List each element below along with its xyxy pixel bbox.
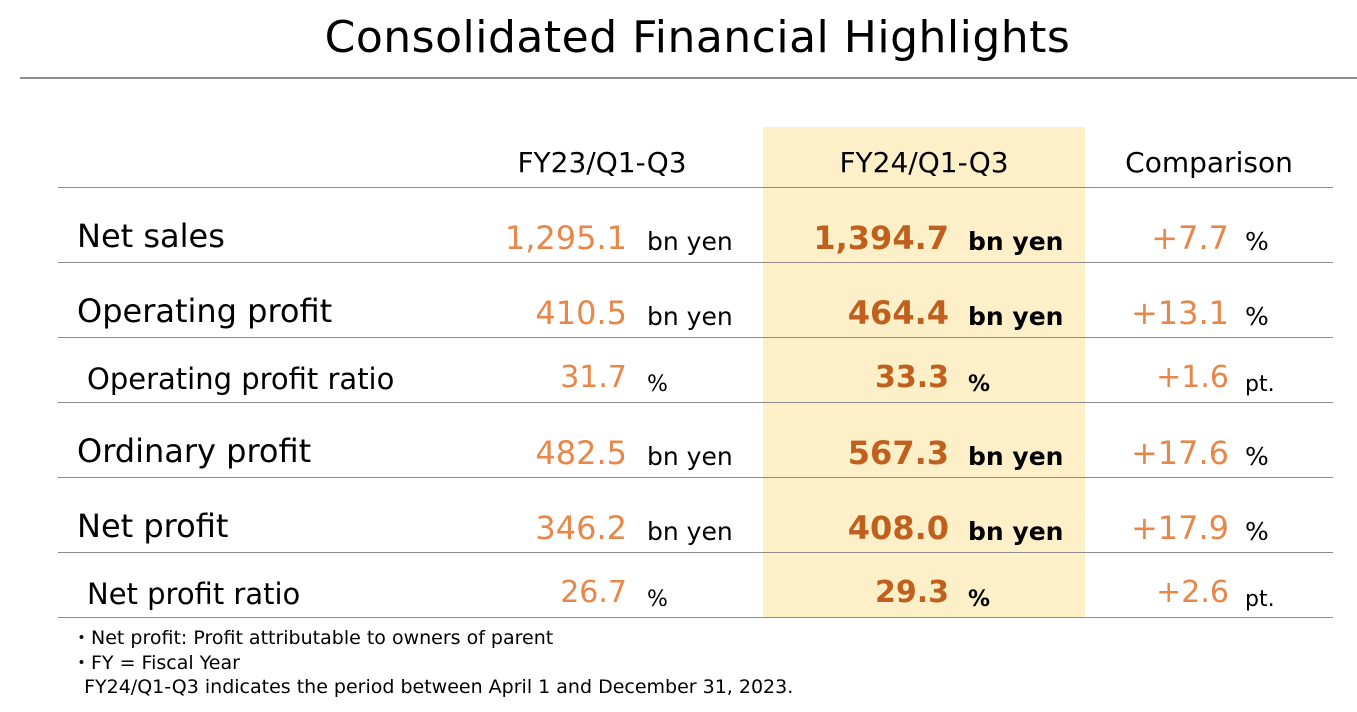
row-label: Operating profit	[77, 292, 333, 330]
fy24-value: 408.0	[847, 509, 949, 547]
fy24-unit: bn yen	[968, 442, 1064, 471]
comparison-value: +17.9	[1130, 509, 1229, 547]
comparison-value: +17.6	[1130, 434, 1229, 472]
comparison-value: +13.1	[1130, 294, 1229, 332]
title-divider	[20, 77, 1357, 79]
fy23-unit: bn yen	[647, 442, 733, 471]
fy23-unit: bn yen	[647, 517, 733, 546]
comparison-unit: %	[1245, 227, 1269, 256]
row-label: Operating profit ratio	[87, 362, 395, 396]
fy24-highlight-column	[763, 127, 1085, 617]
column-header-fy24: FY24/Q1-Q3	[839, 146, 1009, 179]
row-divider	[58, 617, 1333, 618]
fy23-unit: bn yen	[647, 227, 733, 256]
comparison-unit: %	[1245, 517, 1269, 546]
footnote: ・FY = Fiscal Year	[72, 651, 240, 674]
column-header-comparison: Comparison	[1125, 146, 1293, 179]
row-label: Net sales	[77, 217, 225, 255]
footnote: FY24/Q1-Q3 indicates the period between …	[72, 676, 794, 698]
row-divider	[58, 402, 1333, 403]
fy24-unit: %	[968, 587, 991, 612]
fy24-value: 33.3	[874, 360, 949, 395]
fy23-value: 26.7	[560, 575, 627, 610]
fy24-value: 1,394.7	[813, 219, 949, 257]
header-divider	[58, 187, 1333, 188]
row-divider	[58, 477, 1333, 478]
fy24-value: 567.3	[847, 434, 949, 472]
footnotes: ・Net profit: Profit attributable to owne…	[72, 626, 793, 700]
row-divider	[58, 552, 1333, 553]
fy23-value: 1,295.1	[504, 219, 627, 257]
page-title: Consolidated Financial Highlights	[324, 12, 1071, 63]
footnote: ・Net profit: Profit attributable to owne…	[72, 627, 554, 649]
fy23-value: 31.7	[560, 360, 627, 395]
row-divider	[58, 337, 1333, 338]
row-label: Ordinary profit	[77, 432, 312, 470]
fy23-unit: %	[647, 372, 668, 397]
column-header-fy23: FY23/Q1-Q3	[517, 146, 687, 179]
fy23-unit: bn yen	[647, 302, 733, 331]
comparison-unit: %	[1245, 442, 1269, 471]
fy23-value: 346.2	[535, 509, 627, 547]
comparison-unit: pt.	[1245, 372, 1275, 397]
fy24-value: 29.3	[874, 575, 949, 610]
comparison-unit: pt.	[1245, 587, 1275, 612]
fy24-unit: %	[968, 372, 991, 397]
row-label: Net profit	[77, 507, 229, 545]
comparison-value: +7.7	[1151, 219, 1229, 257]
fy24-unit: bn yen	[968, 517, 1064, 546]
row-label: Net profit ratio	[87, 577, 301, 611]
comparison-unit: %	[1245, 302, 1269, 331]
fy24-unit: bn yen	[968, 227, 1064, 256]
fy23-unit: %	[647, 587, 668, 612]
fy23-value: 410.5	[535, 294, 627, 332]
fy23-value: 482.5	[535, 434, 627, 472]
comparison-value: +2.6	[1156, 575, 1229, 610]
comparison-value: +1.6	[1156, 360, 1229, 395]
row-divider	[58, 262, 1333, 263]
fy24-unit: bn yen	[968, 302, 1064, 331]
fy24-value: 464.4	[847, 294, 949, 332]
